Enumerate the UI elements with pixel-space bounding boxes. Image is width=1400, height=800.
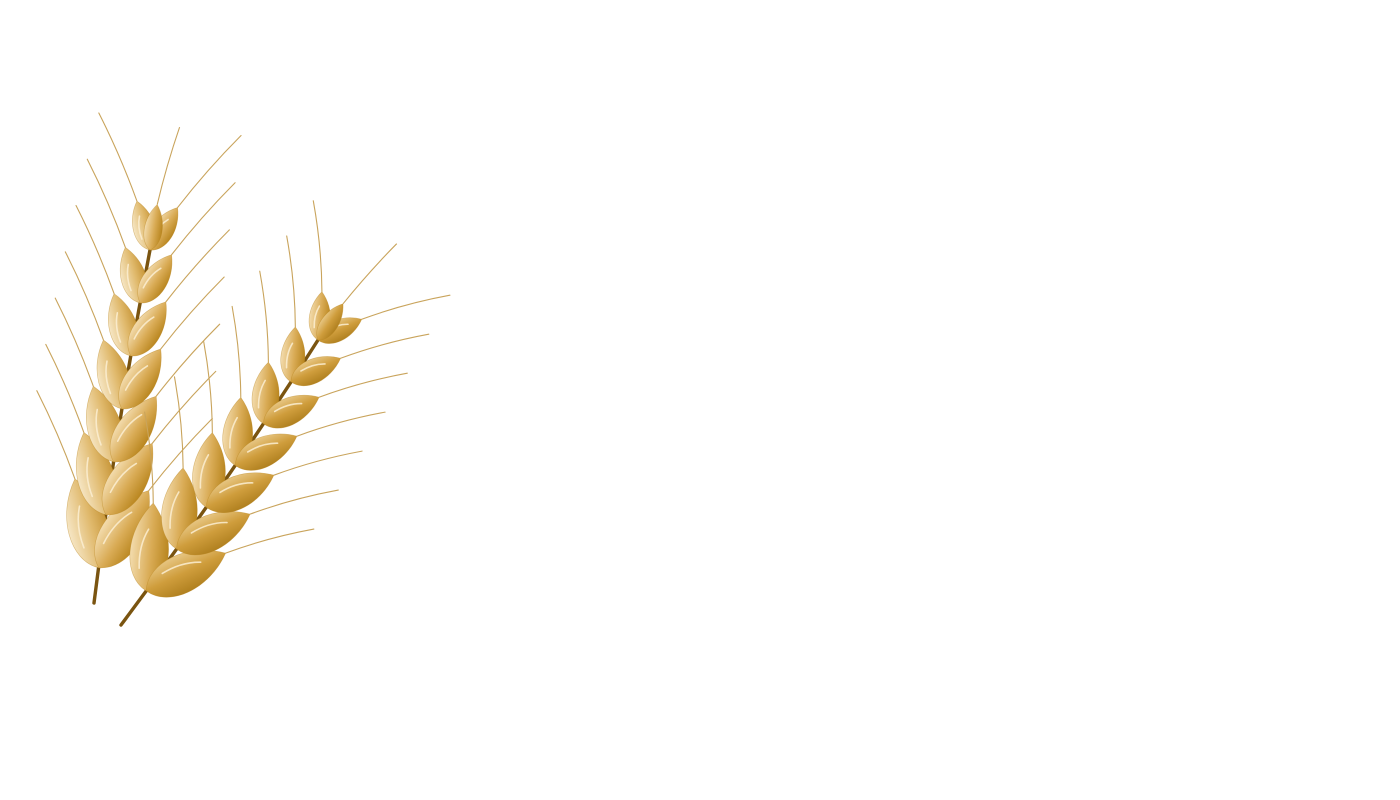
wheat-awn: [160, 276, 225, 350]
wheat-awn: [296, 411, 386, 437]
wheat-grain: [118, 276, 225, 410]
wheat-ear-right: [119, 200, 451, 627]
wheat-awn: [45, 343, 85, 434]
wheat-awn: [151, 370, 217, 444]
wheat-awn: [171, 182, 236, 256]
wheat-grain: [263, 372, 408, 429]
wheat-awn: [64, 251, 104, 341]
wheat-awn: [273, 450, 363, 476]
wheat-awn: [156, 126, 181, 205]
wheat-awn: [340, 333, 430, 359]
wheat-grain: [205, 450, 363, 513]
wheat-awn: [342, 243, 398, 305]
wheat-grain: [127, 229, 230, 357]
wheat-awn: [177, 134, 242, 209]
wheat-awn: [203, 341, 213, 434]
wheat-grain: [94, 417, 213, 569]
wheat-grain: [176, 489, 339, 556]
wheat-grain: [234, 411, 386, 471]
wheat-awn: [98, 112, 138, 202]
wheat-awn: [259, 270, 269, 363]
wheat-grain: [137, 182, 236, 304]
wheat-ear-left: [36, 112, 242, 605]
wheat-awn: [148, 417, 213, 492]
wheat-awn: [36, 390, 76, 480]
wheat-awn: [144, 411, 154, 504]
wheat-grain: [290, 333, 430, 387]
wheat-awn: [155, 323, 221, 397]
wheat-grain: [316, 243, 398, 341]
wheat-awn: [225, 528, 315, 554]
wheat-awn: [361, 294, 451, 320]
wheat-awn: [75, 204, 115, 295]
wheat-grain: [143, 126, 181, 251]
wheat-awn: [54, 297, 94, 387]
wheat-awn: [86, 158, 126, 248]
wheat-awn: [173, 376, 184, 469]
wheat-awn: [231, 305, 242, 398]
wheat-awn: [312, 200, 323, 293]
wheat-awn: [249, 489, 339, 515]
wheat-awn: [165, 229, 230, 303]
wheat-awn: [318, 372, 408, 398]
wheat-awn: [286, 235, 296, 328]
wheat-grain: [145, 528, 315, 598]
